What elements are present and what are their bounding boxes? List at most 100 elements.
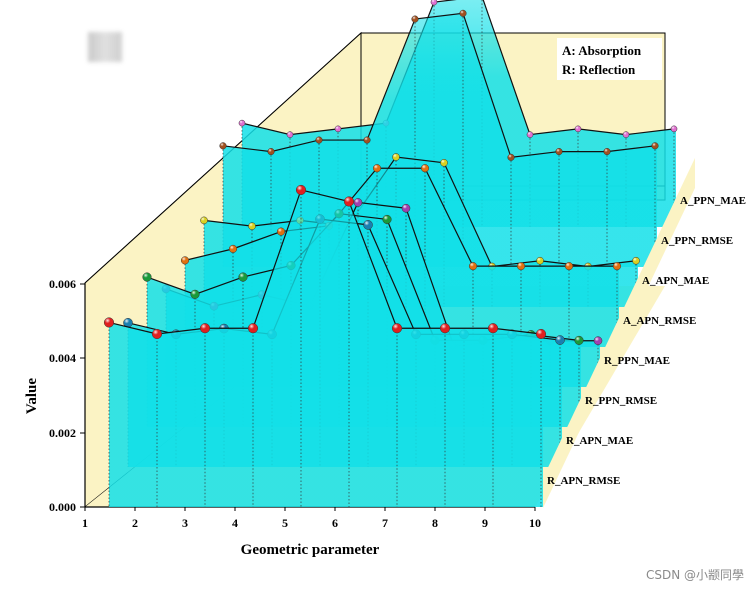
data-point-highlight [430, 0, 438, 6]
data-point-highlight [440, 323, 450, 334]
x-tick-label: 5 [282, 516, 288, 530]
data-point-highlight [238, 120, 246, 127]
series-label: A_PPN_RMSE [661, 235, 733, 247]
series-step [562, 398, 581, 468]
data-point-highlight [373, 164, 381, 173]
data-point-highlight [190, 290, 200, 299]
series-step [657, 198, 676, 268]
data-point-highlight [142, 272, 152, 282]
series-step [543, 438, 562, 508]
series-line [184, 167, 617, 267]
data-point-highlight [267, 148, 275, 155]
watermark: CSDN @小颛同學 [645, 568, 744, 582]
x-axis-title: Geometric parameter [241, 542, 380, 558]
data-point-highlight [123, 318, 133, 328]
legend-item-reflection: R: Reflection [562, 62, 636, 77]
series-step [600, 318, 619, 388]
data-point-highlight [603, 148, 611, 155]
series-label: A_APN_MAE [642, 275, 709, 287]
data-point-highlight [593, 336, 603, 345]
x-tick-label: 4 [232, 516, 238, 530]
data-point-highlight [152, 329, 162, 339]
data-point-highlight [565, 262, 573, 270]
y-tick-label: 0.004 [49, 351, 76, 365]
data-point-highlight [411, 15, 419, 23]
data-point-highlight [392, 153, 400, 161]
data-point-highlight [459, 10, 467, 17]
data-point-highlight [574, 336, 584, 345]
series-layer: A_PPN_MAE A_PPN_RMSE A_APN_MAE A_APN_RMSE R_… [103, 0, 746, 508]
data-point-highlight [286, 131, 294, 138]
data-point-highlight [248, 323, 258, 334]
series-line [108, 189, 542, 335]
blurred-logo [88, 32, 122, 62]
series-label: A_APN_RMSE [623, 315, 696, 327]
x-tick-label: 7 [382, 516, 388, 530]
data-point-highlight [613, 262, 621, 270]
y-tick-label: 0.002 [49, 426, 76, 440]
data-point-highlight [200, 216, 208, 224]
series-step [619, 278, 638, 348]
series-label: R_APN_RMSE [547, 475, 620, 487]
data-point-highlight [334, 125, 342, 132]
y-tick-label: 0.006 [49, 277, 76, 291]
data-point-highlight [469, 262, 477, 270]
data-point-highlight [440, 159, 448, 167]
data-point-highlight [555, 335, 565, 345]
data-point-highlight [651, 142, 659, 150]
series-step [676, 158, 695, 228]
data-point-highlight [229, 245, 237, 253]
data-point-highlight [277, 227, 285, 236]
y-axis: 0.000 0.002 0.004 0.006 Value [24, 277, 85, 514]
data-point-highlight [104, 317, 114, 328]
data-point-highlight [507, 154, 515, 161]
x-tick-label: 6 [332, 516, 338, 530]
data-point-highlight [536, 329, 546, 339]
series-label: R_PPN_RMSE [585, 395, 657, 407]
data-point-highlight [200, 323, 210, 334]
data-point-highlight [536, 257, 544, 265]
legend: A: Absorption R: Reflection [557, 38, 662, 80]
legend-item-absorption: A: Absorption [562, 43, 642, 58]
data-point-highlight [219, 142, 227, 150]
data-point-highlight [353, 198, 363, 207]
data-point-highlight [632, 257, 640, 265]
data-point-highlight [488, 323, 498, 334]
series-label: R_PPN_MAE [604, 355, 670, 367]
x-axis: Geometric parameter 1 2 3 4 5 6 7 8 9 10 [82, 507, 541, 558]
x-tick-label: 2 [132, 516, 138, 530]
series-label: A_PPN_MAE [680, 195, 746, 207]
legend-box [557, 38, 662, 80]
data-point-highlight [517, 262, 525, 270]
y-tick-label: 0.000 [49, 500, 76, 514]
data-point-highlight [344, 196, 354, 207]
x-tick-label: 1 [82, 516, 88, 530]
data-point-highlight [382, 215, 392, 224]
x-tick-label: 9 [482, 516, 488, 530]
data-point-highlight [670, 125, 678, 132]
data-point-highlight [555, 148, 563, 155]
x-tick-label: 3 [182, 516, 188, 530]
x-tick-label: 8 [432, 516, 438, 530]
data-point-highlight [181, 256, 189, 265]
data-point-highlight [248, 222, 256, 230]
data-point-highlight [401, 204, 411, 213]
data-point-highlight [421, 164, 429, 173]
data-point-highlight [238, 272, 248, 282]
series-label: R_APN_MAE [566, 435, 633, 447]
data-point-highlight [526, 131, 534, 138]
series-step [581, 358, 600, 428]
series-line [203, 156, 637, 268]
data-point-highlight [315, 136, 323, 144]
data-point-highlight [296, 185, 306, 195]
series-R_APN_RMSE: R_APN_RMSE [103, 184, 620, 508]
series-area [109, 189, 543, 508]
x-tick-label: 10 [529, 516, 541, 530]
series-line [241, 0, 675, 136]
data-point-highlight [363, 136, 371, 144]
y-axis-title: Value [24, 378, 40, 414]
data-point-highlight [574, 125, 582, 132]
data-point-highlight [392, 323, 402, 334]
series-line [222, 12, 656, 159]
series-step [638, 238, 657, 308]
